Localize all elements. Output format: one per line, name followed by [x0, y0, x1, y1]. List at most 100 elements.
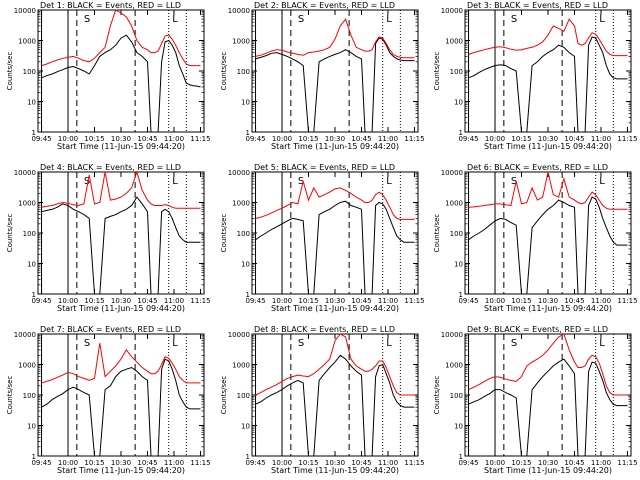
- plot-frame: [464, 171, 632, 295]
- x-tick-label: 10:00: [58, 297, 78, 305]
- x-axis-label: Start Time (11-Jun-15 09:44:20): [271, 466, 399, 475]
- y-tick-label: 10: [241, 99, 250, 107]
- series-line-events: [255, 354, 415, 457]
- x-tick-label: 11:00: [591, 135, 611, 143]
- series-line-lld: [41, 9, 201, 67]
- x-tick-label: 10:15: [84, 459, 104, 467]
- x-tick-label: 09:45: [245, 297, 265, 305]
- x-tick-label: 11:15: [190, 459, 210, 467]
- series-line-events: [41, 34, 201, 133]
- y-tick-label: 100: [23, 68, 36, 76]
- x-tick-label: 10:00: [485, 459, 505, 467]
- region-label: S: [298, 14, 304, 25]
- x-tick-label: 10:30: [538, 135, 558, 143]
- y-axis-label: Counts/sec: [220, 52, 228, 91]
- chart-panel-9: Det 9: BLACK = Events, RED = LLD S L 1 10 100…: [433, 325, 638, 475]
- chart-panel-3: Det 3: BLACK = Events, RED = LLD S L 1 10 100…: [433, 1, 638, 151]
- region-label: S: [84, 338, 90, 349]
- y-tick-label: 10: [241, 261, 250, 269]
- series-line-lld: [41, 170, 201, 209]
- x-tick-label: 10:45: [351, 135, 371, 143]
- x-tick-label: 11:00: [378, 297, 398, 305]
- series-line-events: [468, 196, 628, 295]
- x-tick-label: 09:45: [245, 459, 265, 467]
- y-tick-label: 100: [450, 392, 463, 400]
- x-tick-label: 11:15: [617, 297, 637, 305]
- panel-title: Det 4: BLACK = Events, RED = LLD: [40, 163, 181, 172]
- x-tick-label: 09:45: [31, 135, 51, 143]
- x-tick-label: 10:45: [564, 135, 584, 143]
- x-tick-label: 11:00: [164, 297, 184, 305]
- region-label: L: [386, 14, 392, 25]
- chart-panel-5: Det 5: BLACK = Events, RED = LLD S L 1 10 100…: [220, 163, 425, 313]
- panel-title: Det 9: BLACK = Events, RED = LLD: [467, 325, 608, 334]
- region-label: L: [386, 176, 392, 187]
- y-tick-label: 10000: [14, 7, 36, 15]
- chart-panel-4: Det 4: BLACK = Events, RED = LLD S L 1 10 100…: [6, 163, 211, 313]
- y-tick-label: 10: [454, 423, 463, 431]
- y-tick-label: 1: [32, 291, 36, 299]
- y-tick-label: 10: [27, 99, 36, 107]
- y-tick-label: 1000: [18, 362, 36, 370]
- plot-frame: [251, 9, 419, 133]
- y-tick-label: 100: [237, 392, 250, 400]
- region-label: S: [511, 14, 517, 25]
- y-tick-label: 10: [27, 261, 36, 269]
- panel-title: Det 7: BLACK = Events, RED = LLD: [40, 325, 181, 334]
- region-label: L: [172, 338, 178, 349]
- x-axis-label: Start Time (11-Jun-15 09:44:20): [271, 142, 399, 151]
- x-tick-label: 10:15: [298, 459, 318, 467]
- plot-frame: [464, 9, 632, 133]
- panel-title: Det 5: BLACK = Events, RED = LLD: [254, 163, 395, 172]
- series-line-events: [468, 358, 628, 457]
- y-tick-label: 100: [237, 230, 250, 238]
- y-tick-label: 1: [32, 453, 36, 461]
- x-tick-label: 10:00: [58, 135, 78, 143]
- x-tick-label: 11:15: [404, 297, 424, 305]
- y-tick-label: 10000: [228, 169, 250, 177]
- x-tick-label: 10:30: [325, 297, 345, 305]
- x-tick-label: 10:15: [511, 297, 531, 305]
- x-tick-label: 10:00: [272, 297, 292, 305]
- y-tick-label: 1: [32, 129, 36, 137]
- x-tick-label: 11:00: [164, 459, 184, 467]
- x-tick-label: 10:30: [111, 459, 131, 467]
- y-axis-label: Counts/sec: [6, 214, 14, 253]
- x-tick-label: 10:15: [511, 459, 531, 467]
- y-tick-label: 10000: [228, 7, 250, 15]
- series-line-lld: [255, 18, 415, 59]
- y-tick-label: 1000: [232, 362, 250, 370]
- panel-title: Det 8: BLACK = Events, RED = LLD: [254, 325, 395, 334]
- y-tick-label: 10000: [228, 331, 250, 339]
- region-label: L: [172, 176, 178, 187]
- panel-title: Det 1: BLACK = Events, RED = LLD: [40, 1, 181, 10]
- y-tick-label: 1: [459, 129, 463, 137]
- x-axis-label: Start Time (11-Jun-15 09:44:20): [57, 304, 185, 313]
- y-tick-label: 1000: [232, 38, 250, 46]
- region-label: L: [599, 14, 605, 25]
- y-tick-label: 100: [450, 68, 463, 76]
- x-tick-label: 10:15: [84, 297, 104, 305]
- plot-frame: [464, 333, 632, 457]
- y-tick-label: 10: [27, 423, 36, 431]
- x-tick-label: 10:45: [564, 459, 584, 467]
- x-tick-label: 10:00: [272, 459, 292, 467]
- x-tick-label: 09:45: [458, 135, 478, 143]
- x-tick-label: 11:00: [591, 297, 611, 305]
- y-tick-label: 100: [23, 230, 36, 238]
- x-tick-label: 11:15: [617, 135, 637, 143]
- x-tick-label: 09:45: [31, 297, 51, 305]
- chart-panel-2: Det 2: BLACK = Events, RED = LLD S L 1 10 100…: [220, 1, 425, 151]
- y-tick-label: 1: [246, 291, 250, 299]
- x-tick-label: 10:45: [137, 459, 157, 467]
- chart-panel-1: Det 1: BLACK = Events, RED = LLD S L 1 10 100…: [6, 1, 211, 151]
- plot-frame: [37, 9, 205, 133]
- y-tick-label: 100: [23, 392, 36, 400]
- x-axis-label: Start Time (11-Jun-15 09:44:20): [271, 304, 399, 313]
- x-axis-label: Start Time (11-Jun-15 09:44:20): [484, 466, 612, 475]
- y-axis-label: Counts/sec: [433, 214, 441, 253]
- series-line-lld: [468, 171, 628, 210]
- y-axis-label: Counts/sec: [220, 376, 228, 415]
- x-axis-label: Start Time (11-Jun-15 09:44:20): [57, 466, 185, 475]
